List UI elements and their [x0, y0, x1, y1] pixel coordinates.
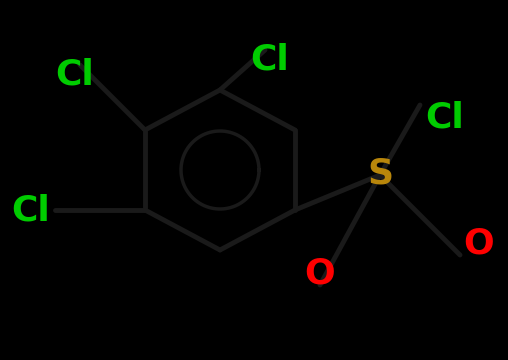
Text: O: O: [463, 226, 494, 260]
Text: Cl: Cl: [11, 193, 50, 227]
Text: S: S: [367, 156, 393, 190]
Text: Cl: Cl: [425, 100, 464, 134]
Text: Cl: Cl: [250, 42, 290, 76]
Text: Cl: Cl: [55, 57, 94, 91]
Text: O: O: [305, 256, 335, 290]
